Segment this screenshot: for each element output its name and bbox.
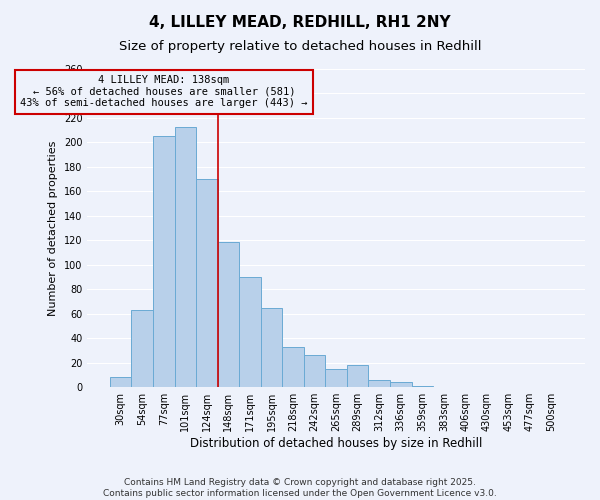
Bar [347, 365, 368, 387]
Bar [304, 356, 325, 387]
Bar [153, 136, 175, 387]
Bar [412, 386, 433, 387]
Bar [218, 242, 239, 387]
Text: Contains HM Land Registry data © Crown copyright and database right 2025.
Contai: Contains HM Land Registry data © Crown c… [103, 478, 497, 498]
X-axis label: Distribution of detached houses by size in Redhill: Distribution of detached houses by size … [190, 437, 482, 450]
Bar [110, 378, 131, 387]
Bar [261, 308, 282, 387]
Bar [196, 179, 218, 387]
Text: 4 LILLEY MEAD: 138sqm
← 56% of detached houses are smaller (581)
43% of semi-det: 4 LILLEY MEAD: 138sqm ← 56% of detached … [20, 75, 308, 108]
Bar [325, 369, 347, 387]
Bar [239, 277, 261, 387]
Bar [368, 380, 390, 387]
Text: 4, LILLEY MEAD, REDHILL, RH1 2NY: 4, LILLEY MEAD, REDHILL, RH1 2NY [149, 15, 451, 30]
Bar [175, 126, 196, 387]
Bar [131, 310, 153, 387]
Text: Size of property relative to detached houses in Redhill: Size of property relative to detached ho… [119, 40, 481, 53]
Y-axis label: Number of detached properties: Number of detached properties [48, 140, 58, 316]
Bar [390, 382, 412, 387]
Bar [282, 347, 304, 387]
